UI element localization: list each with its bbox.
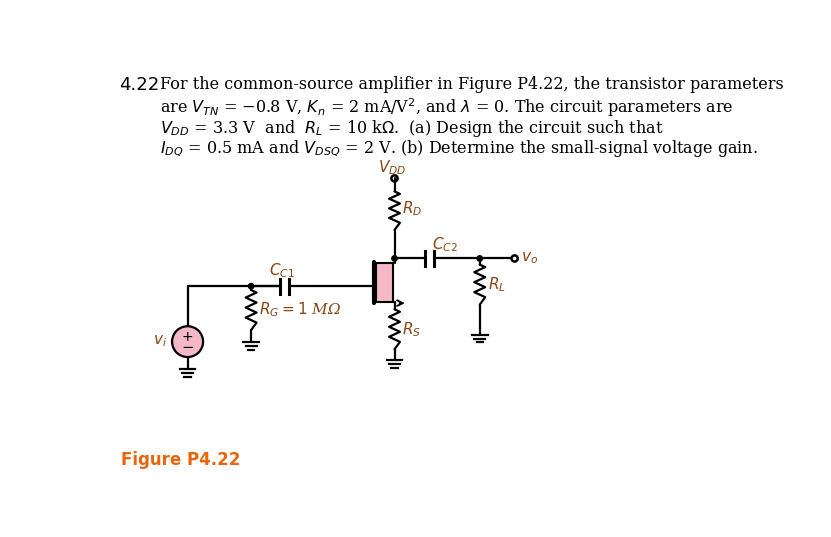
Text: +: + — [182, 330, 194, 344]
Text: −: − — [181, 339, 194, 354]
Text: $C_{C2}$: $C_{C2}$ — [431, 235, 458, 254]
Text: $v_o$: $v_o$ — [521, 251, 538, 266]
Circle shape — [477, 256, 483, 261]
Text: $R_G = 1$ MΩ: $R_G = 1$ MΩ — [259, 301, 341, 320]
Text: $V_{DD}$ = 3.3 V  and  $R_L$ = 10 k$\Omega$.  (a) Design the circuit such that: $V_{DD}$ = 3.3 V and $R_L$ = 10 k$\Omega… — [160, 118, 663, 139]
Text: $R_S$: $R_S$ — [402, 320, 421, 339]
Text: $V_{DD}$: $V_{DD}$ — [378, 158, 406, 177]
Text: $R_L$: $R_L$ — [488, 275, 505, 294]
Text: $C_{C1}$: $C_{C1}$ — [269, 262, 295, 280]
Bar — [376, 263, 393, 302]
Circle shape — [172, 326, 203, 357]
Text: are $V_{TN}$ = $-$0.8 V, $K_n$ = 2 mA/V$^2$, and $\lambda$ = 0. The circuit para: are $V_{TN}$ = $-$0.8 V, $K_n$ = 2 mA/V$… — [160, 97, 733, 119]
Text: Figure P4.22: Figure P4.22 — [121, 451, 240, 469]
Text: $v_i$: $v_i$ — [154, 334, 167, 350]
Text: 4.22: 4.22 — [120, 76, 160, 94]
Text: $R_D$: $R_D$ — [402, 199, 422, 218]
Circle shape — [248, 284, 253, 289]
Text: For the common-source amplifier in Figure P4.22, the transistor parameters: For the common-source amplifier in Figur… — [160, 76, 784, 93]
Text: $I_{DQ}$ = 0.5 mA and $V_{DSQ}$ = 2 V. (b) Determine the small-signal voltage ga: $I_{DQ}$ = 0.5 mA and $V_{DSQ}$ = 2 V. (… — [160, 139, 758, 159]
Circle shape — [391, 256, 397, 261]
